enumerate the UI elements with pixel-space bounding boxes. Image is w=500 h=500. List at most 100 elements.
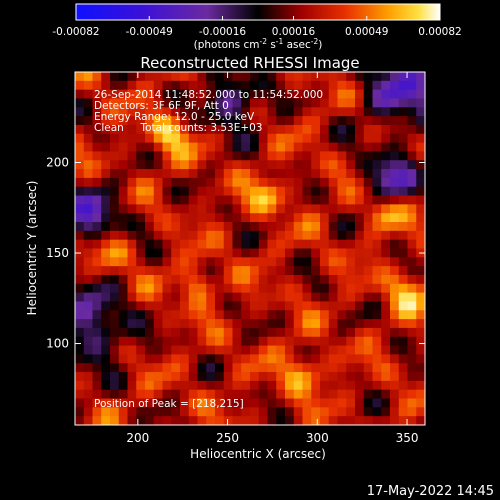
- heatmap-cell: [398, 292, 408, 302]
- heatmap-cell: [215, 124, 225, 135]
- heatmap-cell: [285, 345, 295, 355]
- heatmap-cell: [180, 142, 190, 152]
- heatmap-cell: [153, 107, 163, 117]
- heatmap-cell: [127, 230, 137, 241]
- heatmap-cell: [83, 107, 93, 117]
- heatmap-cell: [258, 319, 268, 329]
- heatmap-cell: [197, 274, 207, 285]
- heatmap-cell: [110, 407, 120, 417]
- heatmap-cell: [92, 283, 102, 294]
- heatmap-cell: [75, 151, 85, 161]
- heatmap-cell: [171, 354, 181, 364]
- heatmap-cell: [75, 372, 85, 382]
- heatmap-cell: [110, 416, 120, 425]
- heatmap-cell: [118, 398, 128, 408]
- heatmap-cell: [250, 160, 260, 170]
- heatmap-cell: [206, 124, 216, 135]
- heatmap-cell: [110, 319, 120, 329]
- heatmap-cell: [258, 169, 268, 179]
- x-axis-ticks: 200 250 300 350: [126, 72, 419, 445]
- heatmap-cell: [241, 204, 251, 214]
- heatmap-cell: [320, 363, 330, 373]
- heatmap-cell: [267, 301, 277, 311]
- heatmap-cell: [171, 177, 181, 188]
- heatmap-cell: [372, 274, 382, 285]
- heatmap-cell: [320, 274, 330, 285]
- heatmap-cell: [206, 363, 216, 373]
- heatmap-cell: [250, 133, 260, 143]
- heatmap-cell: [390, 248, 400, 258]
- heatmap-cell: [171, 257, 181, 267]
- heatmap-cell: [180, 283, 190, 294]
- heatmap-cell: [197, 169, 207, 179]
- heatmap-cell: [258, 301, 268, 311]
- heatmap-cell: [276, 416, 286, 425]
- heatmap-cell: [372, 266, 382, 276]
- heatmap-cell: [285, 292, 295, 302]
- heatmap-cell: [337, 345, 347, 355]
- heatmap-cell: [118, 389, 128, 399]
- heatmap-cell: [118, 336, 128, 346]
- heatmap-cell: [118, 292, 128, 302]
- heatmap-cell: [372, 372, 382, 382]
- heatmap-cell: [258, 283, 268, 294]
- heatmap-cell: [92, 222, 102, 232]
- heatmap-cell: [118, 160, 128, 170]
- heatmap-cell: [416, 266, 425, 276]
- heatmap-cell: [75, 186, 85, 196]
- heatmap-cell: [92, 230, 102, 241]
- heatmap-cell: [75, 169, 85, 179]
- heatmap-cell: [250, 222, 260, 232]
- heatmap-cell: [407, 142, 417, 152]
- heatmap-cell: [180, 230, 190, 241]
- heatmap-cell: [83, 204, 93, 214]
- heatmap-cell: [171, 195, 181, 205]
- heatmap-cell: [302, 239, 312, 249]
- heatmap-cell: [276, 72, 286, 82]
- heatmap-cell: [197, 301, 207, 311]
- heatmap-cell: [118, 301, 128, 311]
- heatmap-cell: [285, 363, 295, 373]
- heatmap-cell: [355, 380, 365, 391]
- heatmap-cell: [285, 177, 295, 188]
- heatmap-cell: [372, 239, 382, 249]
- heatmap-cell: [302, 310, 312, 320]
- heatmap-cell: [311, 319, 321, 329]
- heatmap-cell: [171, 310, 181, 320]
- heatmap-cell: [416, 124, 425, 135]
- heatmap-cell: [363, 283, 373, 294]
- heatmap-cell: [180, 72, 190, 82]
- heatmap-cell: [363, 345, 373, 355]
- y-tick-label: 150: [46, 246, 69, 260]
- heatmap-cell: [337, 80, 347, 91]
- heatmap-cell: [215, 89, 225, 99]
- heatmap-cell: [363, 213, 373, 223]
- heatmap-cell: [398, 124, 408, 135]
- heatmap-cell: [258, 266, 268, 276]
- heatmap-cell: [223, 345, 233, 355]
- heatmap-cell: [180, 301, 190, 311]
- heatmap-cell: [337, 398, 347, 408]
- heatmap-cell: [381, 116, 391, 126]
- heatmap-cell: [267, 89, 277, 99]
- heatmap-cell: [180, 354, 190, 364]
- heatmap-cell: [153, 407, 163, 417]
- heatmap-cell: [145, 195, 155, 205]
- heatmap-cell: [407, 372, 417, 382]
- heatmap-cell: [250, 389, 260, 399]
- heatmap-cell: [232, 169, 242, 179]
- heatmap-cell: [110, 72, 120, 82]
- heatmap-cell: [311, 363, 321, 373]
- heatmap-cell: [101, 416, 111, 425]
- heatmap-cell: [285, 274, 295, 285]
- heatmap-cell: [127, 213, 137, 223]
- heatmap-cell: [83, 98, 93, 108]
- heatmap-cell: [145, 372, 155, 382]
- heatmap-cell: [127, 354, 137, 364]
- heatmap-cell: [276, 133, 286, 143]
- heatmap-cell: [398, 266, 408, 276]
- heatmap-cell: [302, 248, 312, 258]
- heatmap-cell: [398, 142, 408, 152]
- heatmap-cell: [110, 133, 120, 143]
- heatmap-cell: [416, 398, 425, 408]
